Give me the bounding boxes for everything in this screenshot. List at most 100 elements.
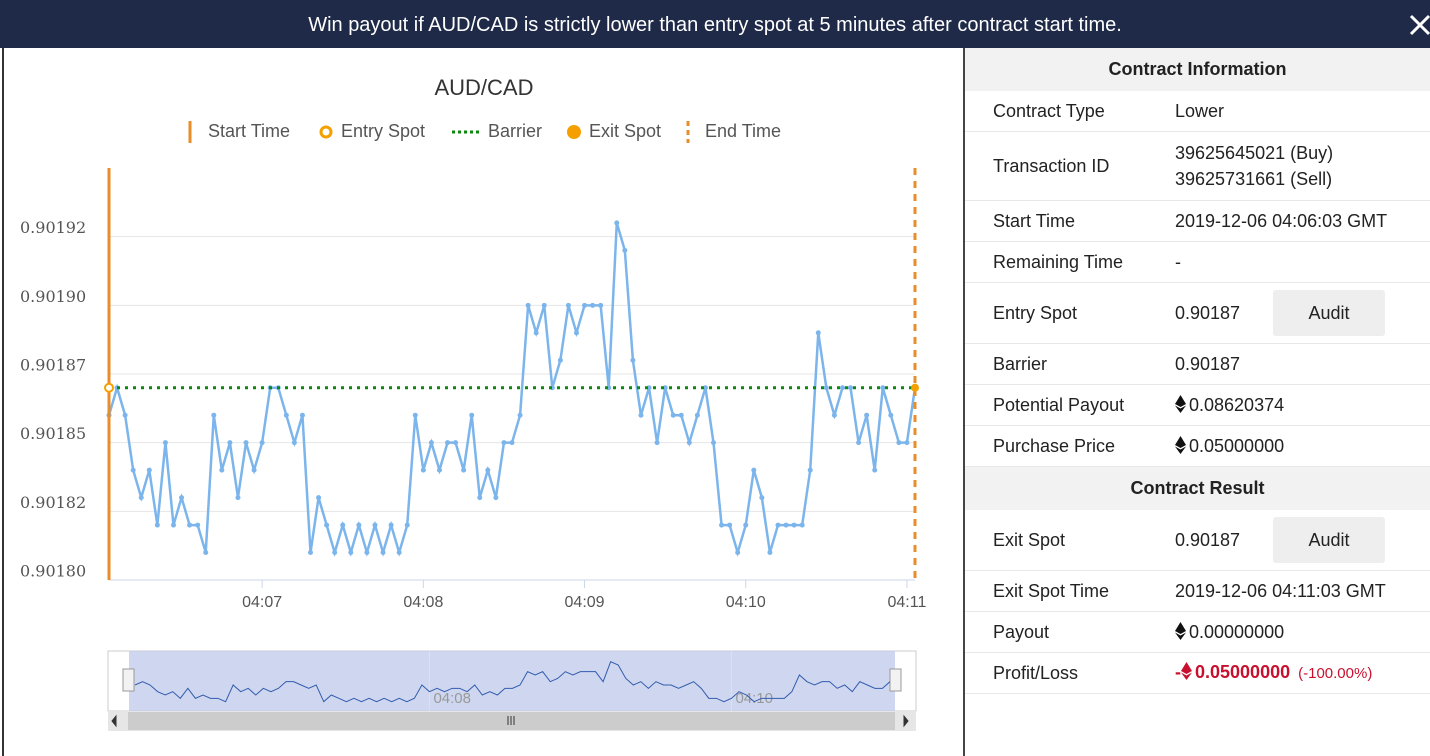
price-point xyxy=(469,412,475,418)
audit-button[interactable]: Audit xyxy=(1273,517,1385,563)
price-point xyxy=(396,550,402,556)
legend-icon xyxy=(319,125,333,139)
currency-icon xyxy=(1175,621,1186,640)
value-text: 0.05000000 xyxy=(1195,662,1291,682)
audit-button[interactable]: Audit xyxy=(1273,290,1385,336)
legend-label: Entry Spot xyxy=(341,121,425,141)
value-text: 0.08620374 xyxy=(1189,395,1285,415)
value-text: Lower xyxy=(1175,101,1225,121)
price-point xyxy=(130,467,136,473)
price-point xyxy=(727,522,733,528)
price-point xyxy=(445,440,451,446)
price-point xyxy=(388,522,394,528)
info-row: Transaction ID 39625645021 (Buy) 396257316… xyxy=(965,132,1430,201)
price-point xyxy=(751,467,757,473)
value-line: 39625645021 (Buy) xyxy=(1175,143,1334,163)
scrollbar-arrows[interactable] xyxy=(111,714,909,728)
navigator-handle[interactable] xyxy=(889,668,902,692)
price-point xyxy=(219,467,225,473)
row-value: -0.05000000 (-100.00%) xyxy=(1175,659,1372,687)
y-tick-label: 0.90182 xyxy=(20,493,86,512)
price-point xyxy=(340,522,346,528)
price-point xyxy=(533,330,539,336)
info-row: Profit/Loss -0.05000000 (-100.00%) xyxy=(965,653,1430,694)
row-value: 0.90187 xyxy=(1175,300,1240,326)
price-point xyxy=(573,330,579,336)
sign: - xyxy=(1175,662,1181,682)
exit-spot xyxy=(911,383,919,392)
eth-icon xyxy=(1175,436,1186,454)
price-point xyxy=(485,467,491,473)
price-point xyxy=(557,357,563,363)
legend-icon xyxy=(567,125,581,139)
price-point xyxy=(525,302,531,308)
row-label: Entry Spot xyxy=(993,302,1078,323)
x-tick-label: 04:08 xyxy=(403,594,443,611)
x-tick-label: 04:07 xyxy=(242,594,282,611)
close-button[interactable] xyxy=(1409,14,1430,36)
row-label: Transaction ID xyxy=(993,155,1110,176)
value-text: 0.90187 xyxy=(1175,303,1241,323)
chart: AUD/CAD 0.90180 0.90182 0.90185 0.90187 0.90… xyxy=(2,48,926,756)
price-point xyxy=(364,550,370,556)
price-point xyxy=(896,440,902,446)
price-point xyxy=(654,440,660,446)
price-point xyxy=(614,220,620,226)
row-label: Purchase Price xyxy=(993,435,1116,456)
row-value: 0.90187 xyxy=(1175,527,1240,553)
price-point xyxy=(517,412,523,418)
legend-label: Exit Spot xyxy=(589,121,661,141)
price-point xyxy=(436,467,442,473)
eth-icon xyxy=(1181,662,1192,680)
price-point xyxy=(235,495,241,501)
price-point xyxy=(694,412,700,418)
row-value: 0.05000000 xyxy=(1175,433,1284,459)
price-point xyxy=(428,440,434,446)
price-point xyxy=(598,302,604,308)
price-point xyxy=(122,412,128,418)
price-point xyxy=(187,522,193,528)
price-point xyxy=(412,412,418,418)
price-point xyxy=(461,467,467,473)
price-point xyxy=(888,412,894,418)
price-point xyxy=(195,522,201,528)
row-value: - xyxy=(1175,249,1181,275)
x-tick-label: 04:10 xyxy=(726,594,766,611)
price-point xyxy=(154,522,160,528)
price-point xyxy=(678,412,684,418)
price-point xyxy=(743,522,749,528)
navigator-line xyxy=(134,660,891,703)
row-value: 2019-12-06 04:11:03 GMT xyxy=(1175,578,1386,604)
header: Win payout if AUD/CAD is strictly lower … xyxy=(0,0,1430,48)
row-label: Exit Spot Time xyxy=(993,580,1110,601)
price-point xyxy=(477,495,483,501)
legend-label: Barrier xyxy=(488,121,542,141)
row-label: Remaining Time xyxy=(993,251,1124,272)
price-point xyxy=(719,522,725,528)
value-text: 2019-12-06 04:06:03 GMT xyxy=(1175,211,1388,231)
currency-icon xyxy=(1175,435,1186,454)
navigator-handle[interactable] xyxy=(122,668,135,692)
info-row: Start Time 2019-12-06 04:06:03 GMT xyxy=(965,201,1430,242)
row-value: Lower xyxy=(1175,98,1224,124)
price-point xyxy=(146,467,152,473)
price-point xyxy=(299,412,305,418)
navigator-range[interactable] xyxy=(129,651,895,711)
info-row: Remaining Time - xyxy=(965,242,1430,283)
price-point xyxy=(670,412,676,418)
value-text: 0.90187 xyxy=(1175,354,1241,374)
value-text: 2019-12-06 04:11:03 GMT xyxy=(1175,581,1386,601)
y-tick-label: 0.90180 xyxy=(20,562,86,581)
row-label: Exit Spot xyxy=(993,529,1066,550)
row-label: Payout xyxy=(993,621,1050,642)
y-tick-label: 0.90192 xyxy=(20,218,86,237)
price-point xyxy=(179,495,185,501)
price-point xyxy=(493,495,499,501)
row-label: Potential Payout xyxy=(993,394,1125,415)
value-text: 0.00000000 xyxy=(1189,622,1285,642)
eth-icon xyxy=(1175,622,1186,640)
price-point xyxy=(283,412,289,418)
price-point xyxy=(815,330,821,336)
info-row: Contract Type Lower xyxy=(965,91,1430,132)
currency-icon xyxy=(1181,661,1192,680)
